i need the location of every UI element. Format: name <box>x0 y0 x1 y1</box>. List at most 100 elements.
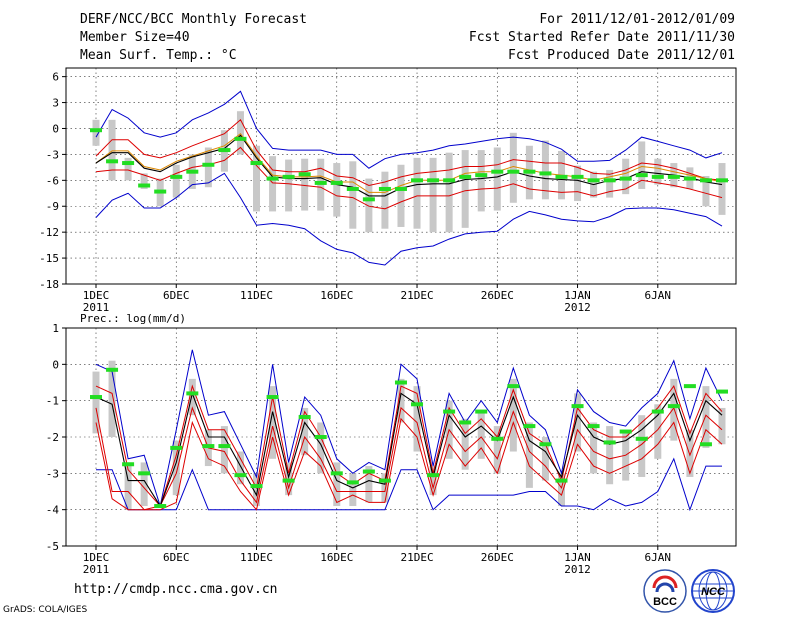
x-tick-label: 11DEC <box>240 289 273 302</box>
obs-marker <box>651 409 664 414</box>
obs-marker <box>475 173 488 178</box>
y-tick-label: -3 <box>46 467 59 480</box>
spread-box <box>236 451 244 485</box>
obs-marker <box>635 436 648 441</box>
spread-box <box>477 150 485 212</box>
x-tick-label: 26DEC <box>481 289 514 302</box>
bcc-logo-text: BCC <box>653 596 677 608</box>
obs-marker <box>394 186 407 191</box>
obs-marker <box>186 169 199 174</box>
spread-box <box>445 152 453 233</box>
spread-box <box>686 429 694 477</box>
series-line-upper <box>95 90 723 169</box>
obs-marker <box>571 404 584 409</box>
grads-credit: GrADS: COLA/IGES <box>3 605 88 615</box>
obs-marker <box>571 174 584 179</box>
panel-subtitle: Prec.: log(mm/d) <box>80 312 186 325</box>
obs-marker <box>667 174 680 179</box>
spread-box <box>429 466 437 496</box>
spread-box <box>172 440 180 496</box>
x-tick-label: 16DEC <box>320 551 353 564</box>
spread-box <box>188 378 196 416</box>
y-tick-label: -18 <box>39 278 59 291</box>
obs-marker <box>170 174 183 179</box>
spread-box <box>461 150 469 228</box>
spread-box <box>606 169 614 198</box>
y-tick-label: -4 <box>46 504 60 517</box>
spread-box <box>92 119 100 146</box>
obs-marker <box>683 176 696 181</box>
spread-box <box>333 462 341 507</box>
obs-marker <box>378 478 391 483</box>
x-tick-year: 2012 <box>564 563 591 576</box>
spread-box <box>333 163 341 217</box>
obs-marker <box>282 174 295 179</box>
obs-marker <box>587 424 600 429</box>
obs-marker <box>346 480 359 485</box>
spread-box <box>590 422 598 474</box>
obs-marker <box>427 473 440 478</box>
obs-marker <box>491 436 504 441</box>
obs-marker <box>443 178 456 183</box>
obs-marker <box>459 420 472 425</box>
y-tick-label: 0 <box>52 358 59 371</box>
obs-marker <box>507 169 520 174</box>
obs-marker <box>170 445 183 450</box>
obs-marker <box>651 174 664 179</box>
ncc-logo-text: NCC <box>701 586 726 598</box>
obs-marker <box>523 424 536 429</box>
spread-box <box>253 473 261 507</box>
x-tick-year: 2012 <box>564 301 591 314</box>
x-tick-label: 1JAN <box>564 289 591 302</box>
obs-marker <box>122 462 135 467</box>
variable-label: Mean Surf. Temp.: °C <box>80 48 237 63</box>
obs-marker <box>218 444 231 449</box>
obs-marker <box>346 186 359 191</box>
y-tick-label: 1 <box>52 322 59 335</box>
obs-marker <box>459 174 472 179</box>
obs-marker <box>394 380 407 385</box>
spread-box <box>477 411 485 459</box>
footer-url[interactable]: http://cmdp.ncc.cma.gov.cn <box>74 582 278 597</box>
x-tick-year: 2011 <box>83 563 110 576</box>
obs-marker <box>218 148 231 153</box>
spread-box <box>220 426 228 474</box>
spread-box <box>365 178 373 233</box>
x-tick-label: 1DEC <box>83 289 110 302</box>
forecast-produced-date: Fcst Produced Date 2011/12/01 <box>508 48 735 63</box>
obs-marker <box>699 178 712 183</box>
spread-box <box>638 141 646 189</box>
obs-marker <box>362 469 375 474</box>
spread-box <box>718 407 726 445</box>
spread-box <box>509 132 517 203</box>
series-line-max <box>95 172 723 266</box>
obs-marker <box>619 176 632 181</box>
y-tick-label: -5 <box>46 540 59 553</box>
obs-marker <box>234 473 247 478</box>
spread-box <box>638 415 646 477</box>
ncc-logo: NCC <box>691 569 735 613</box>
spread-box <box>654 158 662 185</box>
spread-box <box>429 157 437 233</box>
obs-marker <box>250 161 263 166</box>
spread-box <box>670 378 678 441</box>
series-line-trend <box>95 132 723 193</box>
spread-box <box>108 119 116 181</box>
series-line-lower <box>95 417 723 511</box>
obs-marker <box>266 176 279 181</box>
obs-marker <box>90 395 102 400</box>
forecast-period: For 2011/12/01-2012/01/09 <box>539 12 735 27</box>
obs-marker <box>138 183 151 188</box>
spread-box <box>349 473 357 507</box>
series-line-max <box>95 349 723 508</box>
spread-box <box>301 407 309 456</box>
y-tick-label: -2 <box>46 431 59 444</box>
bcc-logo: BCC <box>643 569 687 613</box>
spread-box <box>317 422 325 474</box>
spread-box <box>557 473 565 507</box>
obs-marker <box>716 178 728 183</box>
x-tick-label: 26DEC <box>481 551 514 564</box>
obs-marker <box>507 384 520 389</box>
